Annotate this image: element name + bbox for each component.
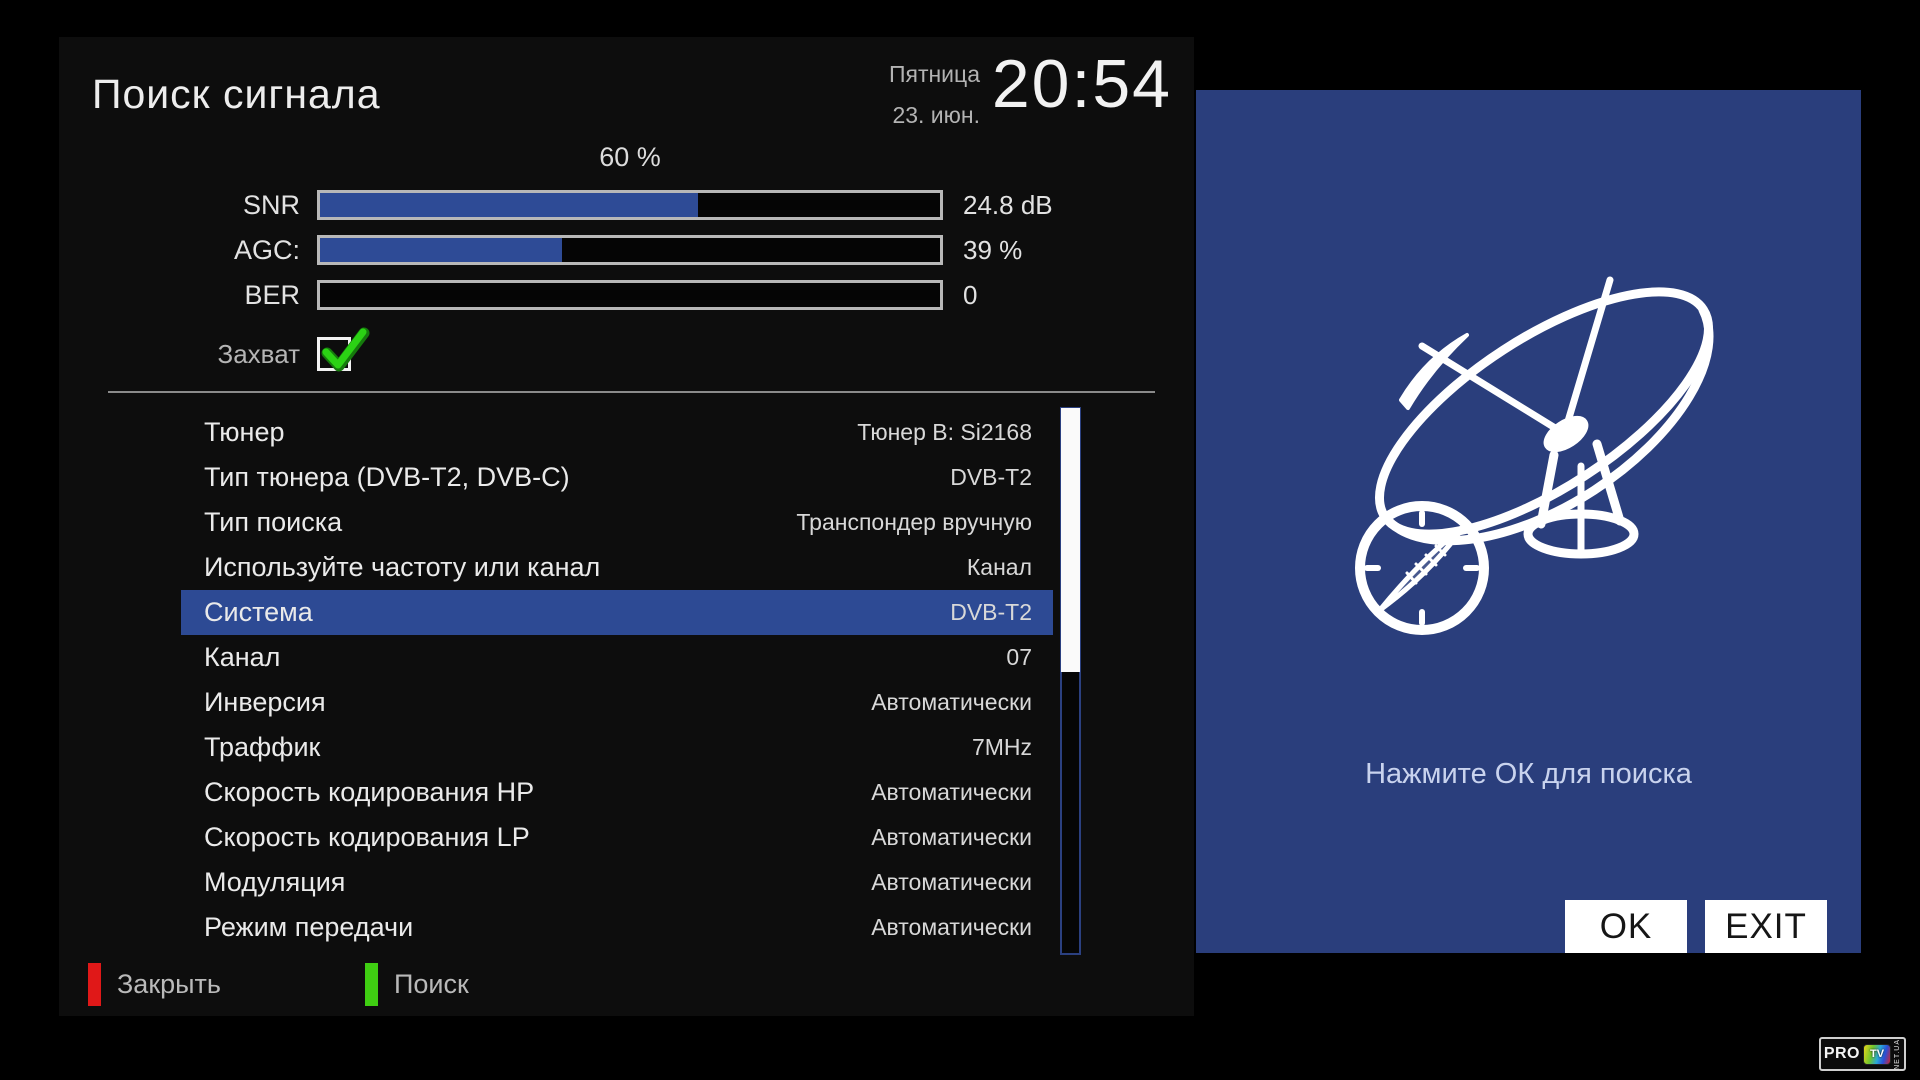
settings-row-label: Тип тюнера (DVB-T2, DVB-C) (204, 462, 570, 492)
settings-row-label: Режим передачи (204, 912, 414, 942)
bar-track (317, 190, 943, 220)
settings-row-label: Скорость кодирования HP (204, 777, 535, 807)
settings-row[interactable]: Скорость кодирования HP Автоматически (181, 770, 1053, 815)
red-key-icon (88, 963, 101, 1006)
settings-row-value: DVB-T2 (950, 599, 1032, 625)
settings-row-value: Автоматически (871, 779, 1032, 805)
settings-row-value: Транспондер вручную (796, 509, 1032, 535)
settings-row[interactable]: Инверсия Автоматически (181, 680, 1053, 725)
signal-bar-row: BER 0 (59, 280, 1053, 310)
scrollbar-thumb[interactable] (1061, 408, 1080, 672)
settings-row-label: Используйте частоту или канал (204, 552, 601, 582)
settings-row-label: Тип поиска (204, 507, 343, 537)
settings-row-value: Автоматически (871, 869, 1032, 895)
lock-checkbox (317, 327, 370, 372)
bar-track (317, 280, 943, 310)
bar-label: BER (244, 279, 300, 310)
bar-track (317, 235, 943, 265)
bar-value: 0 (963, 279, 978, 310)
signal-bar-row: SNR 24.8 dB (59, 190, 1053, 220)
search-hint: Нажмите ОК для поиска (1365, 758, 1692, 790)
date-block: Пятница 23. июн. (889, 61, 980, 129)
settings-row[interactable]: Тюнер Тюнер B: Si2168 (181, 410, 1053, 455)
settings-row-value: DVB-T2 (950, 464, 1032, 490)
separator (108, 391, 1155, 393)
date-label: 23. июн. (892, 102, 980, 128)
settings-row[interactable]: Модуляция Автоматически (181, 860, 1053, 905)
close-key-hint[interactable]: Закрыть (88, 963, 221, 1006)
settings-row[interactable]: Траффик 7MHz (181, 725, 1053, 770)
weekday-label: Пятница (888, 61, 980, 87)
search-prompt-panel: Нажмите ОК для поиска OK EXIT (1196, 90, 1861, 953)
signal-bar-row: AGC: 39 % (59, 235, 1053, 265)
settings-row-value: Канал (966, 554, 1032, 580)
lock-label: Захват (217, 338, 300, 369)
bar-label: SNR (242, 189, 300, 220)
settings-row-label: Система (204, 597, 313, 627)
logo-suffix-text: NET.UA (1894, 1038, 1901, 1070)
protv-logo: PRO TV NET.UA (1818, 1037, 1906, 1071)
satellite-dish-icon (1355, 276, 1714, 635)
scrollbar[interactable] (1060, 407, 1081, 955)
lock-row: Захват (59, 327, 370, 372)
clock: 20:54 (991, 46, 1172, 122)
settings-row[interactable]: Используйте частоту или канал Канал (181, 545, 1053, 590)
settings-row[interactable]: Тип поиска Транспондер вручную (181, 500, 1053, 545)
bar-fill (320, 238, 562, 262)
settings-row-label: Модуляция (204, 867, 346, 897)
bar-value: 24.8 dB (963, 189, 1053, 220)
bar-value: 39 % (963, 234, 1023, 265)
page-title: Поиск сигнала (92, 71, 381, 117)
settings-row-label: Тюнер (204, 417, 285, 447)
settings-row[interactable]: Скорость кодирования LP Автоматически (181, 815, 1053, 860)
settings-row[interactable]: Канал 07 (181, 635, 1053, 680)
search-key-hint[interactable]: Поиск (365, 963, 469, 1006)
settings-row-value: 07 (1006, 644, 1032, 670)
settings-row-value: 7MHz (971, 734, 1032, 760)
exit-button[interactable]: EXIT (1705, 900, 1827, 953)
settings-row-value: Автоматически (871, 824, 1032, 850)
settings-row[interactable]: Система DVB-T2 (181, 590, 1053, 635)
settings-list: Тюнер Тюнер B: Si2168 Тип тюнера (DVB-T2… (181, 410, 1053, 950)
bar-fill (320, 193, 699, 217)
settings-row-label: Траффик (204, 732, 321, 762)
checkmark-icon (321, 327, 370, 372)
settings-row-value: Тюнер B: Si2168 (857, 419, 1032, 445)
signal-search-panel: Поиск сигнала Пятница 23. июн. 20:54 60 … (59, 37, 1194, 1016)
settings-row-label: Скорость кодирования LP (204, 822, 530, 852)
signal-quality-percent: 60 % (599, 142, 661, 172)
settings-row[interactable]: Режим передачи Автоматически (181, 905, 1053, 950)
settings-row-value: Автоматически (871, 689, 1032, 715)
settings-row[interactable]: Тип тюнера (DVB-T2, DVB-C) DVB-T2 (181, 455, 1053, 500)
signal-bars: SNR 24.8 dB AGC: 39 % BER 0 (59, 190, 1053, 325)
settings-row-label: Канал (204, 642, 281, 672)
close-label: Закрыть (117, 969, 221, 999)
tv-icon: TV (1863, 1043, 1891, 1065)
logo-pro-text: PRO (1823, 1045, 1860, 1062)
bar-label: AGC: (233, 234, 300, 265)
settings-row-label: Инверсия (204, 687, 326, 717)
green-key-icon (365, 963, 378, 1006)
ok-button[interactable]: OK (1565, 900, 1687, 953)
settings-row-value: Автоматически (871, 914, 1032, 940)
search-label: Поиск (394, 969, 469, 999)
